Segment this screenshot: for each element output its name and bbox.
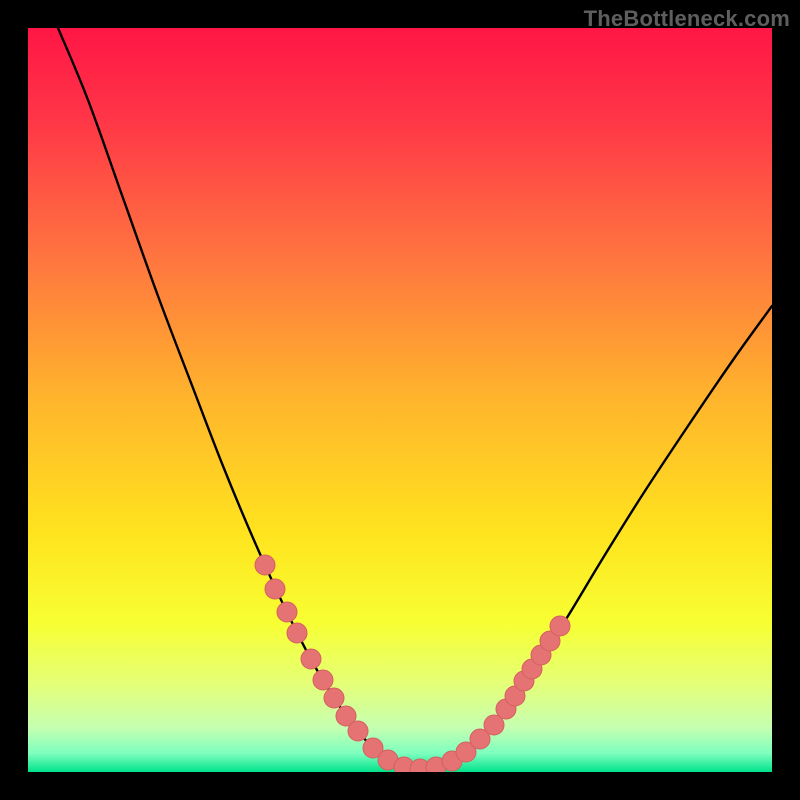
chart-frame: TheBottleneck.com xyxy=(0,0,800,800)
curve-marker xyxy=(265,579,285,599)
curve-marker xyxy=(301,649,321,669)
watermark-text: TheBottleneck.com xyxy=(584,6,790,32)
chart-svg xyxy=(28,28,772,772)
curve-marker xyxy=(287,623,307,643)
curve-marker xyxy=(550,616,570,636)
curve-marker xyxy=(324,688,344,708)
plot-area xyxy=(28,28,772,772)
curve-marker xyxy=(277,602,297,622)
curve-marker xyxy=(348,721,368,741)
gradient-background xyxy=(28,28,772,772)
curve-marker xyxy=(313,670,333,690)
curve-marker xyxy=(255,555,275,575)
